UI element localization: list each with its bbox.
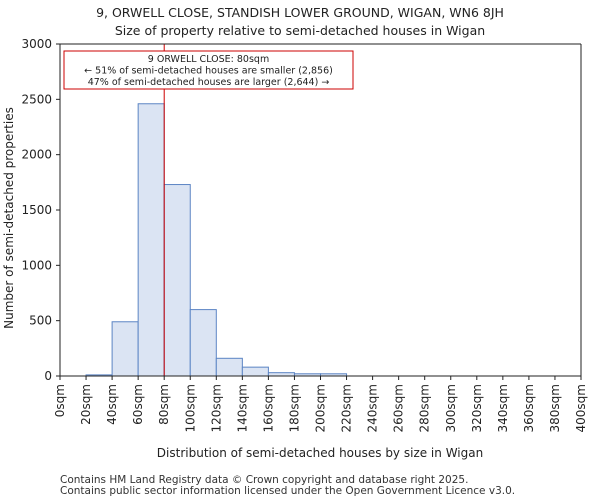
y-axis-label: Number of semi-detached properties <box>2 107 16 329</box>
x-tick-label: 400sqm <box>574 384 588 432</box>
annotation-box <box>63 50 354 90</box>
chart-subtitle: Size of property relative to semi-detach… <box>114 23 486 38</box>
x-tick-label: 100sqm <box>183 384 197 432</box>
y-tick-label: 500 <box>29 314 52 328</box>
x-tick-label: 280sqm <box>418 384 432 432</box>
y-tick-label: 3000 <box>21 37 52 51</box>
footer-copyright: Contains HM Land Registry data © Crown c… <box>60 474 469 486</box>
x-tick-label: 60sqm <box>131 384 145 425</box>
x-tick-label: 160sqm <box>261 384 275 432</box>
histogram-bar <box>215 357 243 377</box>
histogram-bar <box>163 184 191 377</box>
x-tick-label: 240sqm <box>366 384 380 432</box>
footer-licence: Contains public sector information licen… <box>60 485 516 497</box>
y-tick-label: 2500 <box>21 92 52 106</box>
chart-title: 9, ORWELL CLOSE, STANDISH LOWER GROUND, … <box>96 5 504 20</box>
x-tick-label: 20sqm <box>79 384 93 425</box>
y-tick-label: 2000 <box>21 148 52 162</box>
x-tick-label: 80sqm <box>157 384 171 425</box>
x-tick-label: 260sqm <box>392 384 406 432</box>
x-tick-label: 320sqm <box>470 384 484 432</box>
y-tick-label: 1500 <box>21 203 52 217</box>
annotation-line: 47% of semi-detached houses are larger (… <box>88 77 330 88</box>
x-tick-label: 300sqm <box>444 384 458 432</box>
histogram-bar <box>111 321 139 377</box>
x-tick-label: 360sqm <box>522 384 536 432</box>
x-tick-label: 120sqm <box>209 384 223 432</box>
x-tick-label: 180sqm <box>287 384 301 432</box>
x-tick-label: 0sqm <box>53 384 67 417</box>
annotation-line: 9 ORWELL CLOSE: 80sqm <box>148 54 269 65</box>
x-tick-label: 140sqm <box>235 384 249 432</box>
y-tick-label: 1000 <box>21 258 52 272</box>
x-tick-label: 380sqm <box>548 384 562 432</box>
histogram-bar <box>241 366 269 377</box>
histogram-bar <box>137 103 165 377</box>
x-tick-label: 200sqm <box>314 384 328 432</box>
histogram-bar <box>189 309 217 377</box>
x-tick-label: 220sqm <box>340 384 354 432</box>
x-tick-label: 340sqm <box>496 384 510 432</box>
x-tick-label: 40sqm <box>105 384 119 425</box>
x-axis-label: Distribution of semi-detached houses by … <box>157 446 483 460</box>
annotation-line: ← 51% of semi-detached houses are smalle… <box>84 66 333 77</box>
y-tick-label: 0 <box>44 369 52 383</box>
